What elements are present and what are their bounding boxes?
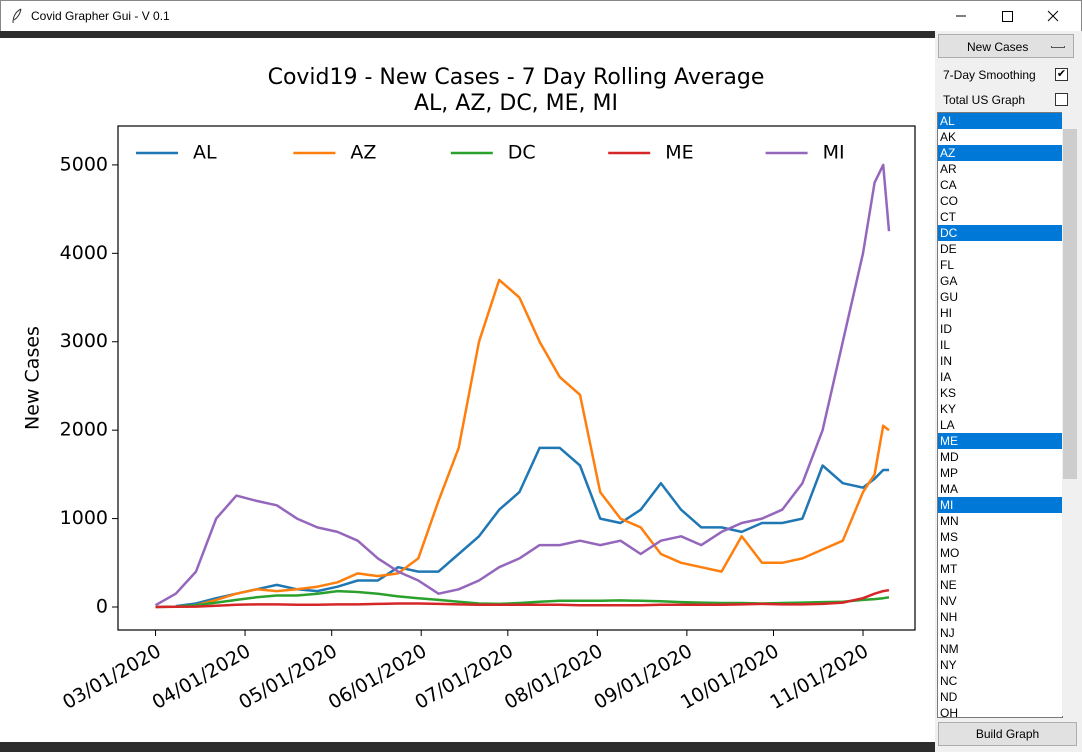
state-item[interactable]: MD [940, 450, 959, 464]
checkbox-label: Total US Graph [943, 93, 1026, 107]
state-item[interactable]: MT [940, 562, 958, 576]
y-tick-label: 0 [96, 596, 108, 618]
state-item[interactable]: NJ [940, 626, 955, 640]
close-button[interactable] [1030, 1, 1076, 31]
frame-border [0, 742, 935, 752]
y-tick-label: 5000 [60, 153, 108, 175]
frame-border [0, 31, 935, 38]
y-tick-label: 2000 [60, 419, 108, 441]
legend-label: AZ [350, 142, 376, 164]
state-item[interactable]: AZ [938, 145, 1062, 161]
series-line [175, 446, 889, 608]
x-tick-label: 05/01/2020 [235, 640, 341, 714]
chart-title: AL, AZ, DC, ME, MI [414, 91, 618, 116]
state-item[interactable]: AK [940, 130, 957, 144]
state-item[interactable]: NE [940, 578, 957, 592]
control-panel: New Cases 7-Day Smoothing ✔ Total US Graph… [935, 31, 1082, 752]
checkbox-row[interactable]: Total US Graph [943, 89, 1073, 109]
x-tick-label: 04/01/2020 [148, 640, 254, 714]
legend-label: AL [193, 142, 217, 164]
x-tick-label: 08/01/2020 [501, 640, 607, 714]
dropdown-value: New Cases [967, 40, 1029, 54]
state-item[interactable]: IL [940, 338, 951, 352]
checkbox[interactable] [1055, 93, 1068, 106]
minimize-button[interactable] [938, 1, 984, 31]
checkbox-label: 7-Day Smoothing [943, 68, 1036, 82]
y-axis-label: New Cases [22, 326, 44, 430]
x-tick-label: 09/01/2020 [590, 640, 696, 714]
chart-title: Covid19 - New Cases - 7 Day Rolling Aver… [268, 65, 765, 90]
x-tick-label: 07/01/2020 [411, 640, 517, 714]
series-line [155, 589, 890, 609]
state-item[interactable]: NH [940, 610, 958, 624]
state-item[interactable]: DC [938, 225, 1062, 241]
state-item[interactable]: MN [940, 514, 959, 528]
state-item[interactable]: CT [940, 210, 956, 224]
metric-dropdown[interactable]: New Cases [938, 34, 1074, 58]
y-tick-label: 1000 [60, 507, 108, 529]
state-item[interactable]: MO [940, 546, 960, 560]
state-item[interactable]: MS [940, 530, 958, 544]
app-icon [12, 8, 22, 24]
state-item[interactable]: MP [940, 466, 958, 480]
scrollbar[interactable] [1062, 112, 1078, 716]
x-tick-label: 11/01/2020 [766, 640, 872, 714]
state-item[interactable]: IA [940, 370, 952, 384]
state-item[interactable]: NC [940, 674, 958, 688]
title-bar: Covid Grapher Gui - V 0.1 [0, 0, 1082, 31]
scroll-thumb[interactable] [1063, 129, 1077, 479]
state-item[interactable]: AL [938, 113, 1062, 129]
legend-label: ME [665, 142, 693, 164]
state-item[interactable]: IN [940, 354, 952, 368]
maximize-button[interactable] [984, 1, 1030, 31]
state-item[interactable]: ME [938, 433, 1062, 449]
state-item[interactable]: NY [940, 658, 957, 672]
chart: Covid19 - New Cases - 7 Day Rolling Aver… [0, 38, 935, 742]
checkbox[interactable]: ✔ [1055, 68, 1068, 81]
state-item[interactable]: HI [940, 306, 952, 320]
state-item[interactable]: LA [940, 418, 955, 432]
legend-label: MI [823, 142, 845, 164]
state-item[interactable]: ID [940, 322, 952, 336]
state-item[interactable]: GU [940, 290, 958, 304]
series-line [154, 163, 891, 607]
plot-frame [117, 125, 916, 631]
state-item[interactable]: NM [940, 642, 959, 656]
state-item[interactable]: NV [940, 594, 957, 608]
y-tick-label: 3000 [60, 330, 108, 352]
y-tick-label: 4000 [60, 242, 108, 264]
state-listbox[interactable]: AL AK AZ AR CA CO CT DC DE FL GA GU HI ID IL IN IA KS KY LA… [937, 112, 1063, 718]
state-item[interactable]: FL [940, 258, 955, 272]
state-item[interactable]: MA [940, 482, 958, 496]
series-line [175, 278, 890, 608]
state-item[interactable]: GA [940, 274, 958, 288]
x-tick-label: 10/01/2020 [677, 640, 783, 714]
build-graph-button[interactable]: Build Graph [938, 722, 1077, 746]
state-item[interactable]: CA [940, 178, 957, 192]
window-title: Covid Grapher Gui - V 0.1 [31, 9, 170, 23]
state-item[interactable]: OH [940, 706, 958, 718]
state-item[interactable]: KS [940, 386, 957, 400]
state-item[interactable]: DE [940, 242, 957, 256]
x-tick-label: 06/01/2020 [325, 640, 431, 714]
state-item[interactable]: CO [940, 194, 958, 208]
checkbox-row[interactable]: 7-Day Smoothing ✔ [943, 64, 1073, 84]
state-item[interactable]: AR [940, 162, 957, 176]
legend-label: DC [508, 142, 536, 164]
state-item[interactable]: KY [940, 402, 957, 416]
x-tick-label: 03/01/2020 [59, 640, 165, 714]
state-item[interactable]: ND [940, 690, 958, 704]
state-item[interactable]: MI [938, 497, 1062, 513]
series-line [155, 588, 890, 609]
